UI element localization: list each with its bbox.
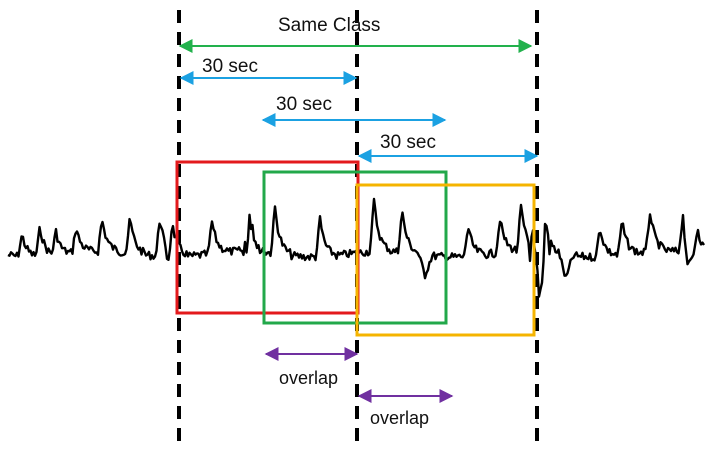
window-box-green bbox=[262, 170, 448, 325]
window-box-red bbox=[175, 160, 360, 315]
overlap-1-label: overlap bbox=[279, 368, 338, 388]
window-box-yellow bbox=[355, 183, 536, 337]
overlap-2-label: overlap bbox=[370, 408, 429, 428]
same-class-label: Same Class bbox=[278, 15, 380, 36]
window-2-duration-label: 30 sec bbox=[276, 94, 332, 115]
window-3-duration-label: 30 sec bbox=[380, 132, 436, 153]
window-1-duration-label: 30 sec bbox=[202, 56, 258, 77]
